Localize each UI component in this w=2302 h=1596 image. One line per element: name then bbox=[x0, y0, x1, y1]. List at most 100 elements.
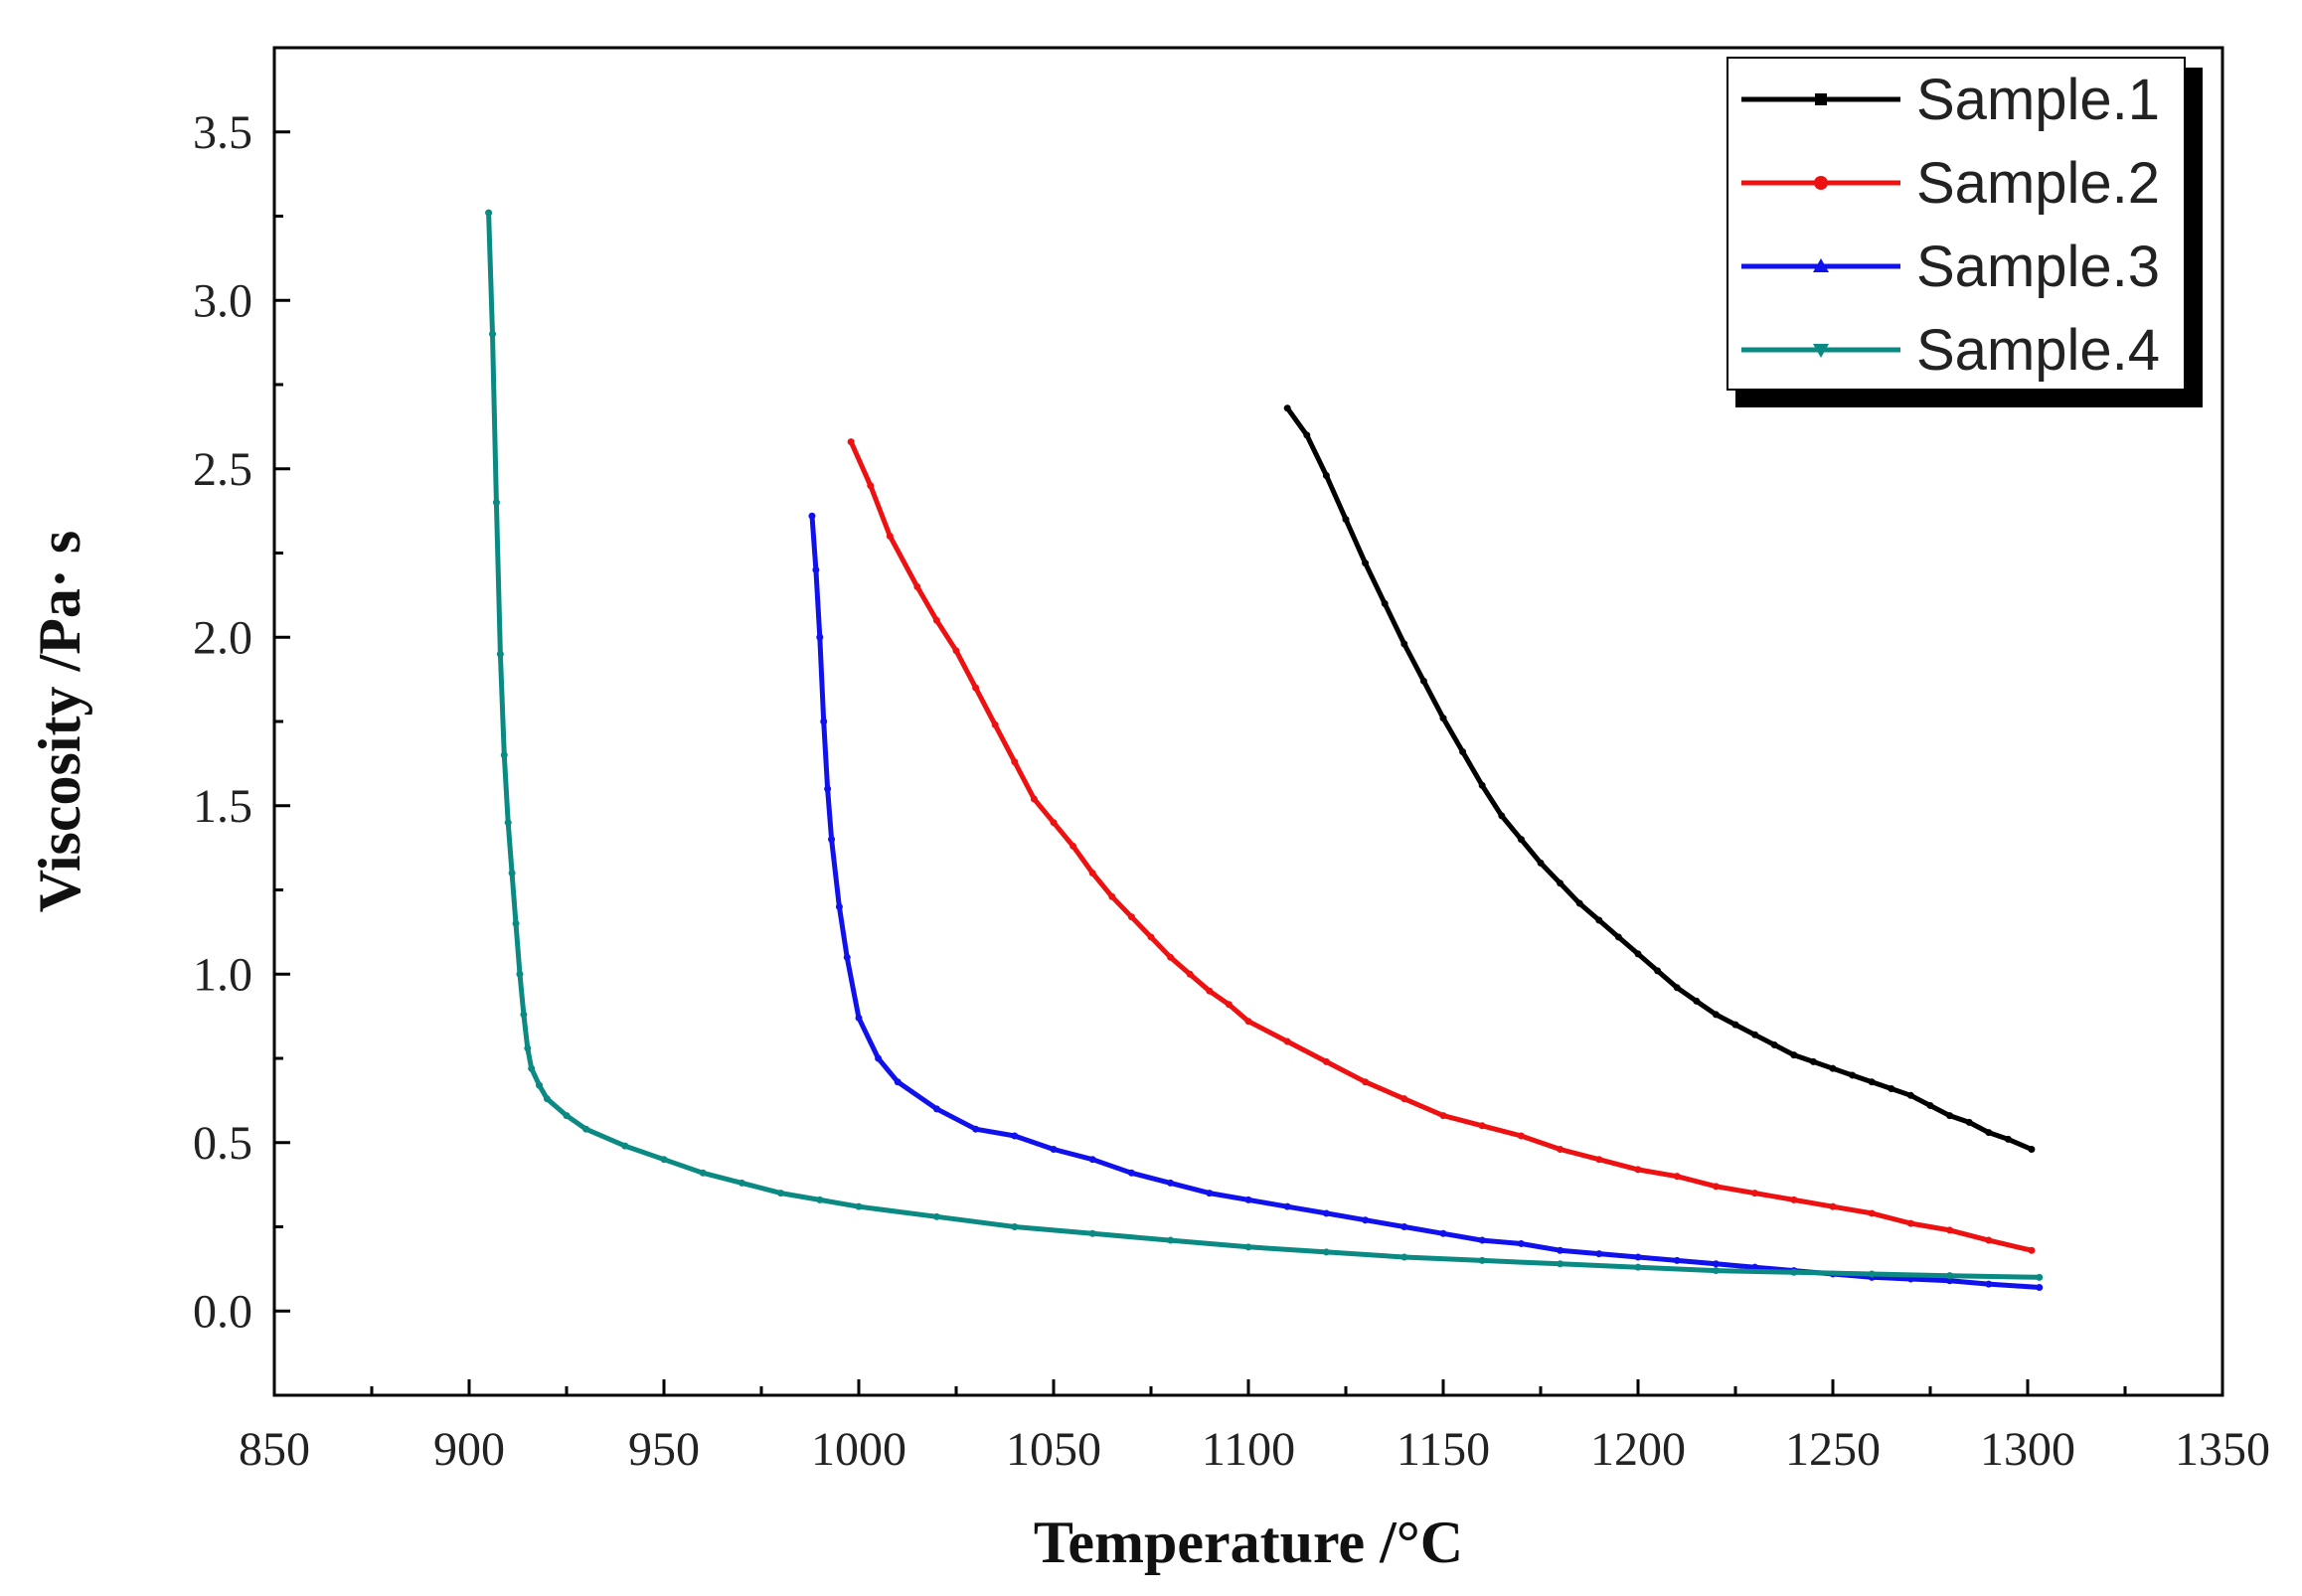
data-point bbox=[1283, 404, 1291, 412]
data-point bbox=[777, 1190, 785, 1197]
data-point bbox=[516, 970, 524, 978]
data-point bbox=[1400, 1223, 1408, 1230]
data-point bbox=[1926, 1101, 1934, 1109]
data-point bbox=[504, 819, 512, 827]
data-point bbox=[875, 1054, 883, 1062]
data-point bbox=[1108, 892, 1116, 900]
data-point bbox=[816, 633, 824, 641]
data-point bbox=[1557, 1260, 1564, 1268]
y-tick-label: 0.0 bbox=[193, 1285, 252, 1338]
data-point bbox=[1362, 1216, 1370, 1224]
x-tick-label: 1100 bbox=[1202, 1423, 1295, 1476]
data-point bbox=[1011, 758, 1019, 766]
data-point bbox=[952, 647, 960, 655]
data-point bbox=[886, 533, 894, 541]
data-point bbox=[1167, 1236, 1175, 1244]
x-tick-label: 1200 bbox=[1590, 1423, 1686, 1476]
data-point bbox=[1731, 1021, 1739, 1029]
data-point bbox=[1946, 1277, 1954, 1285]
y-tick-label: 1.0 bbox=[193, 948, 252, 1001]
data-point bbox=[1868, 1078, 1876, 1086]
data-point bbox=[855, 1202, 863, 1210]
data-point bbox=[1595, 916, 1603, 924]
x-tick-label: 1250 bbox=[1785, 1423, 1881, 1476]
data-point bbox=[1303, 431, 1311, 439]
data-point bbox=[972, 684, 980, 692]
data-point bbox=[1712, 1267, 1720, 1275]
data-point bbox=[1751, 1031, 1759, 1038]
data-point bbox=[1400, 1095, 1408, 1103]
data-point bbox=[991, 720, 999, 728]
data-point bbox=[1088, 870, 1096, 878]
data-point bbox=[1478, 1236, 1486, 1244]
data-point bbox=[1517, 836, 1525, 844]
data-point bbox=[492, 499, 500, 507]
data-point bbox=[1712, 1260, 1720, 1268]
data-point bbox=[1439, 1229, 1447, 1237]
data-point bbox=[543, 1095, 551, 1103]
data-point bbox=[1088, 1229, 1096, 1237]
data-point bbox=[563, 1112, 571, 1120]
x-tick-label: 850 bbox=[239, 1423, 310, 1476]
data-point bbox=[1011, 1223, 1019, 1230]
data-point bbox=[847, 438, 855, 446]
data-point bbox=[1575, 899, 1583, 907]
x-tick-label: 950 bbox=[628, 1423, 700, 1476]
data-point bbox=[816, 1196, 824, 1203]
data-point bbox=[1868, 1270, 1876, 1278]
data-point bbox=[1751, 1190, 1759, 1197]
y-tick-label: 3.5 bbox=[193, 106, 252, 159]
data-point bbox=[1634, 1263, 1642, 1271]
data-point bbox=[1244, 1018, 1252, 1026]
data-point bbox=[1557, 879, 1564, 887]
x-axis-title: Temperature /°C bbox=[1034, 1510, 1463, 1575]
data-point bbox=[508, 870, 516, 878]
data-point bbox=[1557, 1246, 1564, 1254]
data-point bbox=[1985, 1129, 1993, 1137]
data-point bbox=[1946, 1272, 1954, 1280]
x-tick-label: 1150 bbox=[1397, 1423, 1490, 1476]
data-point bbox=[855, 1014, 863, 1022]
data-point bbox=[1225, 1001, 1233, 1009]
data-point bbox=[1634, 950, 1642, 958]
data-point bbox=[1537, 859, 1545, 867]
data-point bbox=[1790, 1268, 1798, 1276]
data-point bbox=[1985, 1280, 1993, 1288]
data-point bbox=[932, 1212, 940, 1220]
data-point bbox=[2036, 1273, 2044, 1281]
data-point bbox=[1829, 1202, 1837, 1210]
data-point bbox=[524, 1044, 532, 1052]
data-point bbox=[1206, 1190, 1214, 1197]
data-point bbox=[1634, 1166, 1642, 1174]
data-point bbox=[1965, 1118, 1973, 1126]
data-point bbox=[1557, 1146, 1564, 1154]
data-point bbox=[1127, 913, 1135, 921]
data-point bbox=[1322, 1248, 1330, 1256]
legend-label-3: Sample.3 bbox=[1916, 235, 2160, 299]
data-point bbox=[894, 1078, 902, 1086]
data-point bbox=[1790, 1051, 1798, 1059]
legend-marker-1 bbox=[1815, 93, 1827, 105]
data-point bbox=[1770, 1040, 1778, 1048]
data-point bbox=[512, 919, 520, 927]
data-point bbox=[1790, 1196, 1798, 1203]
data-point bbox=[1946, 1226, 1954, 1234]
data-point bbox=[1244, 1243, 1252, 1251]
data-point bbox=[932, 1105, 940, 1113]
data-point bbox=[867, 482, 875, 490]
data-point bbox=[1498, 812, 1506, 820]
data-point bbox=[1030, 795, 1038, 803]
data-point bbox=[536, 1081, 544, 1089]
data-point bbox=[820, 718, 828, 725]
series-line-sample-1 bbox=[1284, 405, 2035, 1152]
data-point bbox=[520, 1011, 528, 1019]
legend-marker-4 bbox=[1813, 344, 1829, 358]
data-point bbox=[485, 209, 493, 217]
data-point bbox=[582, 1125, 590, 1133]
data-point bbox=[2028, 1146, 2036, 1154]
data-point bbox=[1439, 1112, 1447, 1120]
data-point bbox=[913, 582, 921, 590]
data-point bbox=[843, 953, 851, 961]
data-point bbox=[1400, 1253, 1408, 1261]
